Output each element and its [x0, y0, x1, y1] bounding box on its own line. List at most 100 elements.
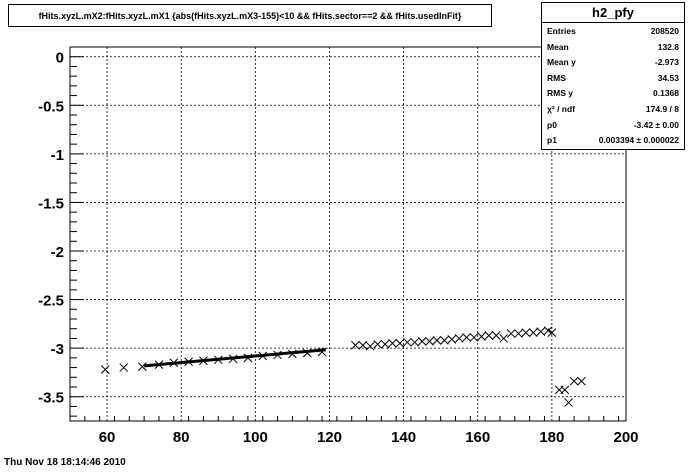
data-point-stroke: [137, 362, 147, 371]
data-point-stroke: [536, 327, 546, 336]
grid-lines: [70, 47, 627, 421]
data-point-stroke: [358, 340, 368, 350]
data-point: [380, 339, 390, 349]
data-point-stroke: [119, 363, 129, 372]
data-point-stroke: [506, 329, 516, 338]
stats-row-rms-y: RMS y 0.1368: [542, 85, 684, 101]
data-point-stroke: [528, 328, 538, 337]
stats-value: -3.42 ± 0.00: [633, 119, 679, 130]
data-point-stroke: [432, 336, 442, 345]
data-point: [154, 360, 164, 370]
data-point-stroke: [484, 331, 494, 340]
data-points: [100, 326, 586, 407]
tick-labels: 60 80 100 120 140 160 180 200 0 -0.5 -1 -1.5 -2 -2.5 -…: [38, 50, 638, 446]
data-point: [454, 334, 464, 343]
stats-label: Entries: [547, 26, 576, 36]
stats-row-p0: p0 -3.42 ± 0.00: [542, 117, 684, 133]
stats-label: χ² / ndf: [547, 103, 576, 114]
stats-label: p1: [547, 135, 557, 146]
data-point: [365, 341, 375, 351]
data-point-stroke: [417, 336, 427, 346]
y-tick-label: -1: [51, 147, 64, 164]
data-point-stroke: [213, 355, 223, 365]
data-point: [440, 336, 449, 345]
data-point-stroke: [514, 329, 523, 338]
data-point-stroke: [380, 339, 390, 349]
x-tick-label: 60: [99, 429, 116, 446]
data-point: [469, 333, 479, 342]
data-point: [499, 334, 509, 343]
data-point-stroke: [462, 333, 471, 342]
stats-value: -2.973: [654, 57, 679, 68]
y-tick-label: -1.5: [38, 195, 64, 212]
data-point: [213, 355, 223, 365]
data-point-stroke: [547, 328, 557, 337]
data-point: [119, 363, 129, 372]
x-tick-label: 200: [613, 429, 638, 446]
stats-label: p0: [547, 119, 557, 130]
stats-name: h2_pfy: [542, 3, 684, 23]
stats-row-entries: Entries 208520: [542, 23, 684, 39]
data-point: [395, 338, 405, 348]
y-tick-label: 0: [56, 50, 64, 67]
data-point-stroke: [351, 340, 360, 350]
data-point: [432, 336, 442, 345]
stats-row-mean-y: Mean y -2.973: [542, 54, 684, 70]
data-point: [536, 327, 546, 336]
data-point-stroke: [184, 357, 193, 367]
stats-row-mean: Mean 132.8: [542, 39, 684, 55]
datestamp: Thu Nov 18 18:14:46 2010: [4, 457, 126, 468]
data-point: [484, 331, 494, 340]
stats-value: 0.1368: [653, 88, 679, 99]
data-point-stroke: [228, 354, 238, 364]
data-point-stroke: [477, 332, 486, 341]
data-point: [302, 348, 312, 358]
stats-label: RMS: [547, 72, 566, 83]
data-point: [417, 336, 427, 346]
data-point: [477, 332, 486, 341]
data-point-stroke: [560, 385, 570, 395]
data-point-stroke: [388, 338, 397, 348]
stats-value: 0.003394 ± 0.000022: [598, 135, 679, 146]
data-point: [184, 357, 193, 367]
y-tick-label: -2.5: [38, 293, 64, 310]
data-point-stroke: [425, 336, 434, 346]
data-point-stroke: [440, 336, 449, 345]
data-point: [410, 337, 420, 347]
data-point-stroke: [521, 328, 531, 337]
data-point-stroke: [154, 360, 164, 370]
stats-value: 208520: [650, 26, 679, 36]
data-point: [243, 353, 253, 363]
data-point-stroke: [365, 341, 375, 351]
data-point-stroke: [199, 356, 208, 366]
data-point: [100, 365, 110, 374]
y-tick-label: -0.5: [38, 98, 64, 115]
data-point: [425, 336, 434, 346]
data-point-stroke: [499, 334, 509, 343]
y-tick-label: -2: [51, 244, 64, 261]
data-point: [569, 376, 579, 386]
stats-row-chi2: χ² / ndf 174.9 / 8: [542, 101, 684, 117]
data-point: [514, 329, 523, 338]
x-tick-label: 100: [243, 429, 268, 446]
data-point-stroke: [491, 331, 501, 340]
stats-label: RMS y: [547, 88, 573, 99]
fit-line-group: [144, 348, 326, 368]
data-point-stroke: [317, 347, 327, 357]
data-point-stroke: [395, 338, 405, 348]
x-tick-label: 160: [465, 429, 490, 446]
data-point: [528, 328, 538, 337]
x-tick-label: 180: [539, 429, 564, 446]
data-point: [358, 340, 368, 350]
plot-frame: [69, 46, 627, 422]
stats-row-p1: p1 0.003394 ± 0.000022: [542, 132, 684, 148]
stats-row-rms: RMS 34.53: [542, 70, 684, 86]
data-point: [521, 328, 531, 337]
x-tick-label: 80: [173, 429, 190, 446]
data-point-stroke: [402, 337, 412, 347]
data-point: [506, 329, 516, 338]
stats-value: 174.9 / 8: [645, 103, 679, 114]
stats-label: Mean y: [547, 57, 576, 68]
y-tick-label: -3.5: [38, 390, 64, 407]
data-point: [388, 338, 397, 348]
